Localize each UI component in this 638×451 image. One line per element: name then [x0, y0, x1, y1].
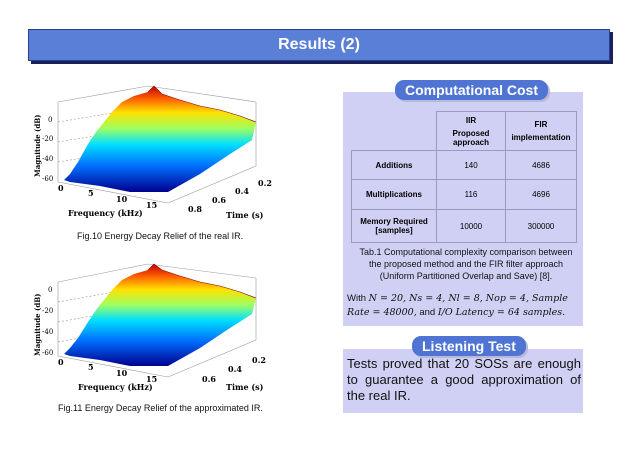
xlabel: Frequency (kHz) — [78, 382, 153, 392]
ztick: 0 — [48, 286, 52, 294]
title-bar: Results (2) — [28, 29, 610, 61]
ztick: -60 — [42, 175, 53, 183]
ztick: -20 — [42, 135, 53, 143]
xtick: 10 — [116, 368, 128, 378]
xtick: 15 — [146, 374, 157, 384]
ztick: -40 — [42, 155, 53, 163]
xtick: 0 — [58, 357, 64, 367]
ztick: 0 — [48, 116, 52, 124]
zlabel: Magnitude (dB) — [33, 115, 42, 177]
ytick: 0.6 — [202, 374, 216, 384]
ytick: 0.4 — [228, 364, 242, 374]
table-header-row: IIR Proposed approach FIR implementation — [351, 111, 577, 151]
cost-heading: Computational Cost — [395, 80, 548, 100]
page-title: Results (2) — [278, 36, 360, 53]
ylabel: Time (s) — [226, 382, 264, 392]
ytick: 0.2 — [252, 355, 266, 365]
surface — [64, 264, 256, 366]
table-row: Additions 140 4686 — [351, 150, 577, 180]
table-row: Memory Required [samples] 10000 300000 — [351, 209, 577, 243]
xtick: 5 — [88, 362, 94, 372]
xtick: 0 — [58, 183, 64, 193]
surface-ridge — [147, 263, 257, 299]
table-caption: Tab.1 Computational complexity compariso… — [359, 247, 573, 281]
ztick: -20 — [42, 307, 53, 315]
ytick: 0.2 — [258, 178, 272, 188]
edr-plot-real: Magnitude (dB) 0 -20 -40 -60 0 5 10 15 F… — [33, 85, 272, 220]
figure-caption: Fig.10 Energy Decay Relief of the real I… — [77, 231, 244, 241]
table-row: Multiplications 116 4696 — [351, 179, 577, 210]
xlabel: Frequency (kHz) — [68, 208, 143, 218]
ytick: 0.4 — [235, 186, 249, 196]
col-fir: FIR implementation — [505, 111, 577, 151]
listening-text: Tests proved that 20 SOSs are enough to … — [347, 356, 581, 403]
listening-heading: Listening Test — [412, 336, 526, 356]
parameters-line: With N = 20, Ns = 4, Nl = 8, Nop = 4, Sa… — [347, 293, 568, 318]
listening-panel — [343, 349, 583, 413]
xtick: 5 — [88, 188, 94, 198]
col-iir: IIR Proposed approach — [436, 111, 506, 151]
surface-ridge — [147, 85, 257, 123]
surface — [64, 86, 256, 192]
ytick: 0.8 — [188, 204, 202, 214]
xtick: 15 — [146, 200, 157, 210]
ylabel: Time (s) — [226, 210, 264, 220]
edr-plot-approx: Magnitude (dB) 0 -20 -40 -60 0 5 10 15 F… — [33, 263, 266, 392]
xtick: 10 — [116, 194, 128, 204]
ztick: -60 — [42, 349, 53, 357]
ytick: 0.6 — [212, 195, 226, 205]
ztick: -40 — [42, 328, 53, 336]
zlabel: Magnitude (dB) — [33, 294, 42, 356]
cost-table: IIR Proposed approach FIR implementation A… — [351, 111, 577, 243]
figure-caption: Fig.11 Energy Decay Relief of the approx… — [58, 403, 263, 413]
